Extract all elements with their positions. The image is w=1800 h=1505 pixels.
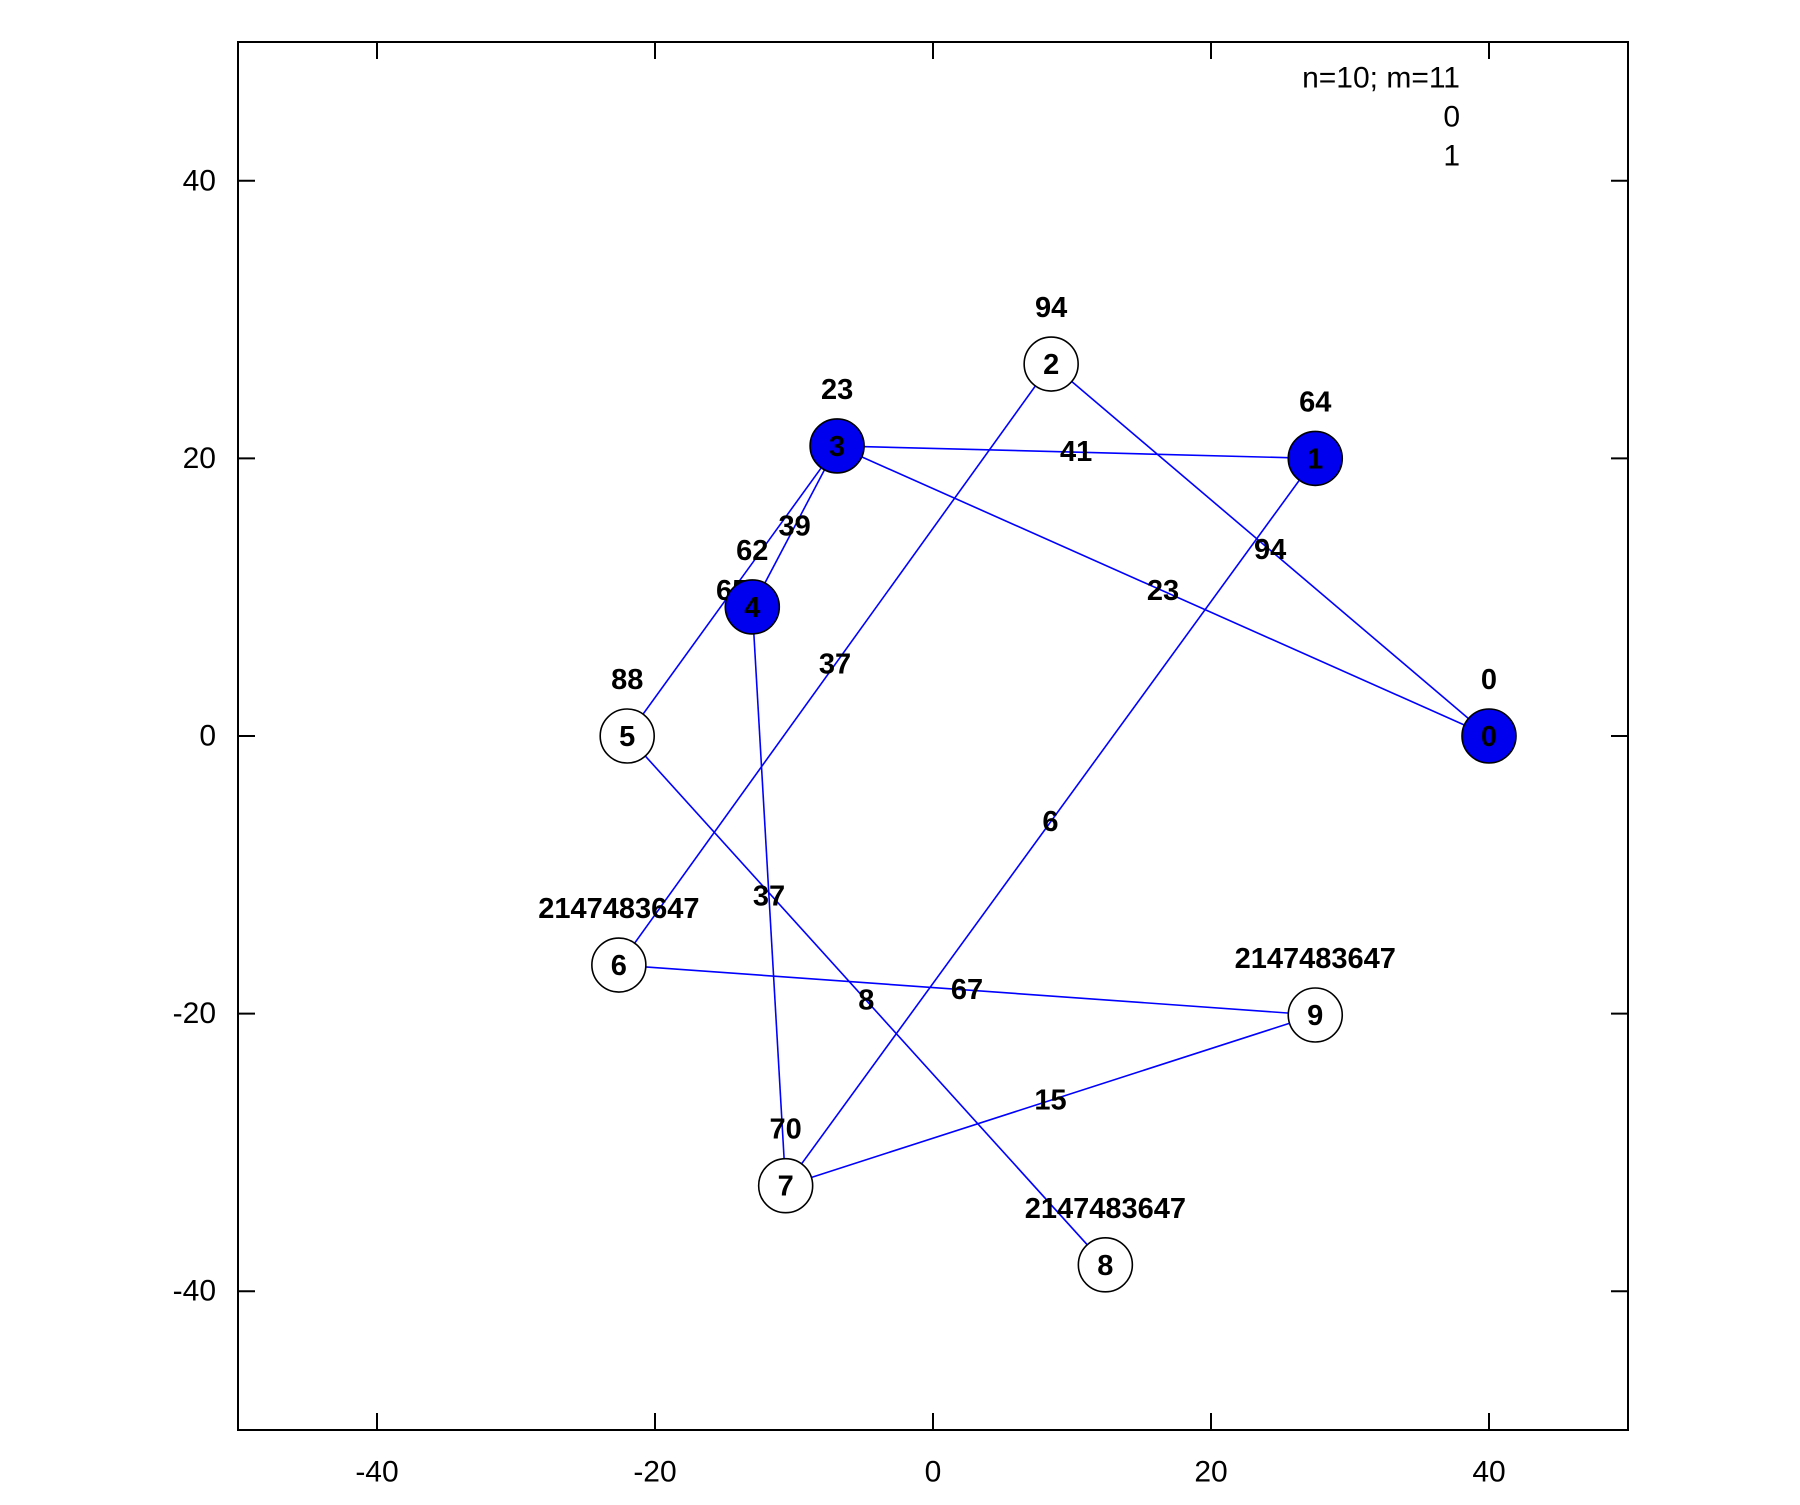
node-id-label: 4: [744, 592, 760, 624]
graph-node-2: [1023, 336, 1079, 392]
edge-6-9: [618, 964, 1316, 1016]
node-value-label: 94: [1035, 292, 1067, 324]
edge-weight-3-4: 39: [779, 510, 811, 542]
edge-3-4: [751, 445, 838, 608]
node-id-label: 7: [778, 1171, 794, 1203]
node-value-label: 70: [770, 1114, 802, 1146]
node-value-label: 62: [736, 535, 768, 567]
graph-node-6: [591, 937, 647, 993]
edge-weight-2-0: 94: [1254, 534, 1286, 566]
node-id-label: 0: [1481, 721, 1497, 753]
legend-line: 1: [1443, 140, 1460, 173]
x-tick-label: -40: [355, 1456, 398, 1489]
node-id-label: 8: [1097, 1250, 1113, 1282]
legend-line: n=10; m=11: [1302, 62, 1460, 95]
node-id-label: 3: [829, 431, 845, 463]
node-value-label: 88: [611, 664, 643, 696]
x-tick-label: 40: [1472, 1456, 1505, 1489]
edge-1-7: [785, 457, 1316, 1187]
edge-weight-2-6: 37: [819, 649, 851, 681]
node-value-label: 0: [1481, 664, 1497, 696]
graph-node-1: [1287, 430, 1344, 487]
edge-weight-5-8: 8: [858, 984, 874, 1016]
y-tick-label: -20: [173, 997, 216, 1030]
graph-node-0: [1461, 708, 1517, 764]
node-value-label: 64: [1299, 386, 1331, 418]
node-value-label: 2147483647: [538, 893, 699, 925]
edge-weight-3-0: 23: [1147, 575, 1179, 607]
x-tick-label: -20: [633, 1456, 676, 1489]
edge-3-0: [836, 445, 1490, 737]
edge-4-7: [751, 606, 787, 1186]
node-id-label: 9: [1307, 1000, 1323, 1032]
node-value-label: 2147483647: [1235, 943, 1396, 975]
x-tick-label: 20: [1194, 1456, 1227, 1489]
edge-7-9: [785, 1014, 1316, 1187]
node-id-label: 5: [619, 721, 635, 753]
edge-2-0: [1050, 363, 1490, 737]
node-id-label: 6: [611, 950, 627, 982]
edge-weight-4-7: 37: [753, 880, 785, 912]
edge-3-1: [837, 445, 1316, 460]
node-id-label: 2: [1043, 349, 1059, 381]
edge-weight-3-1: 41: [1060, 436, 1092, 468]
node-value-label: 23: [821, 374, 853, 406]
edge-weight-1-7: 6: [1042, 806, 1058, 838]
graph-node-4: [724, 579, 781, 635]
y-tick-label: 20: [183, 442, 216, 475]
x-tick-label: 0: [925, 1456, 942, 1489]
edge-weight-6-9: 67: [951, 974, 983, 1006]
graph-node-7: [757, 1157, 814, 1214]
node-value-label: 2147483647: [1025, 1193, 1186, 1225]
graph-node-8: [1077, 1237, 1134, 1293]
plot-frame: [237, 41, 1629, 1431]
y-tick-label: 0: [199, 720, 216, 753]
legend-line: 0: [1443, 101, 1460, 134]
y-tick-label: -40: [173, 1275, 216, 1308]
graph-node-5: [599, 708, 656, 764]
node-id-label: 1: [1307, 443, 1323, 475]
edge-2-6: [618, 363, 1052, 966]
graph-node-9: [1287, 987, 1344, 1043]
y-tick-label: 40: [183, 164, 216, 197]
graph-node-3: [809, 418, 865, 474]
edge-5-8: [626, 735, 1106, 1266]
edge-weight-7-9: 15: [1034, 1084, 1066, 1116]
